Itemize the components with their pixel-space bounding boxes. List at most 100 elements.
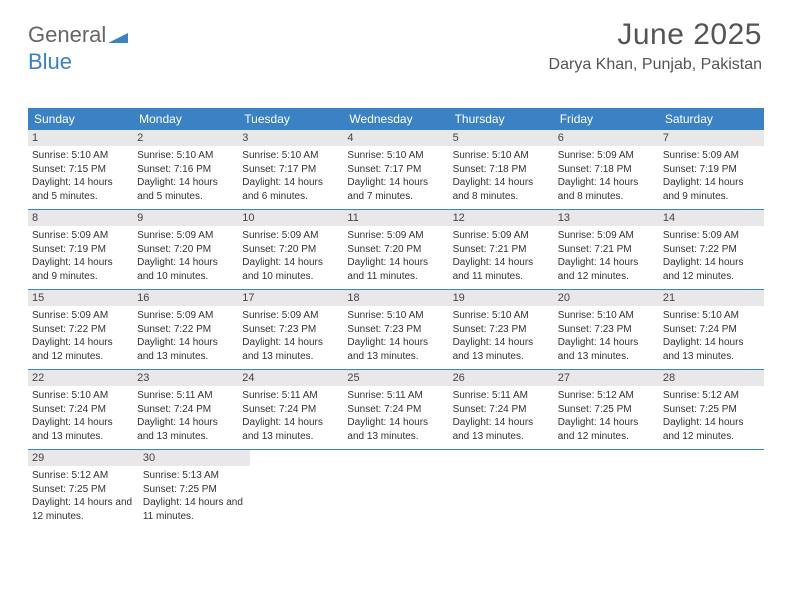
sunrise-line: Sunrise: 5:12 AM <box>663 389 760 403</box>
sunrise-line: Sunrise: 5:10 AM <box>558 309 655 323</box>
sunrise-line: Sunrise: 5:10 AM <box>347 149 444 163</box>
day-cell: 24Sunrise: 5:11 AMSunset: 7:24 PMDayligh… <box>238 370 343 449</box>
day-header-row: SundayMondayTuesdayWednesdayThursdayFrid… <box>28 108 764 130</box>
sunrise-line: Sunrise: 5:10 AM <box>32 389 129 403</box>
sunset-line: Sunset: 7:22 PM <box>137 323 234 337</box>
day-number: 9 <box>133 210 238 226</box>
sunrise-line: Sunrise: 5:10 AM <box>663 309 760 323</box>
day-cell: 4Sunrise: 5:10 AMSunset: 7:17 PMDaylight… <box>343 130 448 209</box>
daylight-line: Daylight: 14 hours and 11 minutes. <box>347 256 444 283</box>
day-number: 11 <box>343 210 448 226</box>
day-number: 29 <box>28 450 139 466</box>
sunrise-line: Sunrise: 5:09 AM <box>32 309 129 323</box>
daylight-line: Daylight: 14 hours and 5 minutes. <box>137 176 234 203</box>
daylight-line: Daylight: 14 hours and 12 minutes. <box>32 496 135 523</box>
day-cell: 3Sunrise: 5:10 AMSunset: 7:17 PMDaylight… <box>238 130 343 209</box>
day-header-monday: Monday <box>133 108 238 130</box>
day-cell: 11Sunrise: 5:09 AMSunset: 7:20 PMDayligh… <box>343 210 448 289</box>
calendar: SundayMondayTuesdayWednesdayThursdayFrid… <box>28 108 764 529</box>
day-cell: 2Sunrise: 5:10 AMSunset: 7:16 PMDaylight… <box>133 130 238 209</box>
day-cell: 13Sunrise: 5:09 AMSunset: 7:21 PMDayligh… <box>554 210 659 289</box>
sunrise-line: Sunrise: 5:10 AM <box>137 149 234 163</box>
day-cell: 12Sunrise: 5:09 AMSunset: 7:21 PMDayligh… <box>449 210 554 289</box>
day-cell: 20Sunrise: 5:10 AMSunset: 7:23 PMDayligh… <box>554 290 659 369</box>
day-number: 10 <box>238 210 343 226</box>
day-cell: 29Sunrise: 5:12 AMSunset: 7:25 PMDayligh… <box>28 450 139 529</box>
sunset-line: Sunset: 7:24 PM <box>453 403 550 417</box>
daylight-line: Daylight: 14 hours and 13 minutes. <box>347 336 444 363</box>
sunset-line: Sunset: 7:25 PM <box>663 403 760 417</box>
sunset-line: Sunset: 7:22 PM <box>32 323 129 337</box>
daylight-line: Daylight: 14 hours and 9 minutes. <box>32 256 129 283</box>
day-cell: 30Sunrise: 5:13 AMSunset: 7:25 PMDayligh… <box>139 450 250 529</box>
daylight-line: Daylight: 14 hours and 10 minutes. <box>242 256 339 283</box>
sunrise-line: Sunrise: 5:09 AM <box>453 229 550 243</box>
sunset-line: Sunset: 7:18 PM <box>453 163 550 177</box>
empty-cell <box>250 450 353 529</box>
sunrise-line: Sunrise: 5:09 AM <box>32 229 129 243</box>
day-cell: 25Sunrise: 5:11 AMSunset: 7:24 PMDayligh… <box>343 370 448 449</box>
sunset-line: Sunset: 7:20 PM <box>137 243 234 257</box>
day-number: 25 <box>343 370 448 386</box>
day-cell: 15Sunrise: 5:09 AMSunset: 7:22 PMDayligh… <box>28 290 133 369</box>
sunrise-line: Sunrise: 5:11 AM <box>242 389 339 403</box>
day-number: 13 <box>554 210 659 226</box>
page-title: June 2025 <box>549 18 762 52</box>
sunrise-line: Sunrise: 5:09 AM <box>558 149 655 163</box>
sunrise-line: Sunrise: 5:09 AM <box>137 309 234 323</box>
day-number: 22 <box>28 370 133 386</box>
daylight-line: Daylight: 14 hours and 9 minutes. <box>663 176 760 203</box>
sunset-line: Sunset: 7:24 PM <box>347 403 444 417</box>
sunset-line: Sunset: 7:15 PM <box>32 163 129 177</box>
day-cell: 7Sunrise: 5:09 AMSunset: 7:19 PMDaylight… <box>659 130 764 209</box>
day-number: 16 <box>133 290 238 306</box>
daylight-line: Daylight: 14 hours and 6 minutes. <box>242 176 339 203</box>
daylight-line: Daylight: 14 hours and 5 minutes. <box>32 176 129 203</box>
day-cell: 1Sunrise: 5:10 AMSunset: 7:15 PMDaylight… <box>28 130 133 209</box>
daylight-line: Daylight: 14 hours and 10 minutes. <box>137 256 234 283</box>
day-cell: 14Sunrise: 5:09 AMSunset: 7:22 PMDayligh… <box>659 210 764 289</box>
day-cell: 23Sunrise: 5:11 AMSunset: 7:24 PMDayligh… <box>133 370 238 449</box>
day-number: 30 <box>139 450 250 466</box>
day-number: 4 <box>343 130 448 146</box>
day-number: 5 <box>449 130 554 146</box>
day-cell: 5Sunrise: 5:10 AMSunset: 7:18 PMDaylight… <box>449 130 554 209</box>
daylight-line: Daylight: 14 hours and 13 minutes. <box>347 416 444 443</box>
day-number: 12 <box>449 210 554 226</box>
daylight-line: Daylight: 14 hours and 13 minutes. <box>453 336 550 363</box>
day-header-friday: Friday <box>554 108 659 130</box>
sunset-line: Sunset: 7:23 PM <box>453 323 550 337</box>
day-header-saturday: Saturday <box>659 108 764 130</box>
day-cell: 21Sunrise: 5:10 AMSunset: 7:24 PMDayligh… <box>659 290 764 369</box>
sunrise-line: Sunrise: 5:10 AM <box>453 149 550 163</box>
day-number: 17 <box>238 290 343 306</box>
day-header-thursday: Thursday <box>449 108 554 130</box>
sunset-line: Sunset: 7:22 PM <box>663 243 760 257</box>
sunrise-line: Sunrise: 5:12 AM <box>558 389 655 403</box>
day-number: 20 <box>554 290 659 306</box>
daylight-line: Daylight: 14 hours and 7 minutes. <box>347 176 444 203</box>
day-header-wednesday: Wednesday <box>343 108 448 130</box>
daylight-line: Daylight: 14 hours and 12 minutes. <box>558 416 655 443</box>
sunset-line: Sunset: 7:24 PM <box>32 403 129 417</box>
daylight-line: Daylight: 14 hours and 12 minutes. <box>32 336 129 363</box>
sunrise-line: Sunrise: 5:09 AM <box>242 309 339 323</box>
day-cell: 17Sunrise: 5:09 AMSunset: 7:23 PMDayligh… <box>238 290 343 369</box>
empty-cell <box>558 450 661 529</box>
sunset-line: Sunset: 7:20 PM <box>347 243 444 257</box>
sunset-line: Sunset: 7:16 PM <box>137 163 234 177</box>
logo: General Blue <box>28 22 128 75</box>
sunrise-line: Sunrise: 5:09 AM <box>663 229 760 243</box>
day-cell: 10Sunrise: 5:09 AMSunset: 7:20 PMDayligh… <box>238 210 343 289</box>
day-number: 28 <box>659 370 764 386</box>
sunrise-line: Sunrise: 5:13 AM <box>143 469 246 483</box>
daylight-line: Daylight: 14 hours and 13 minutes. <box>453 416 550 443</box>
week-row: 8Sunrise: 5:09 AMSunset: 7:19 PMDaylight… <box>28 210 764 290</box>
sunset-line: Sunset: 7:25 PM <box>143 483 246 497</box>
day-number: 23 <box>133 370 238 386</box>
sunrise-line: Sunrise: 5:12 AM <box>32 469 135 483</box>
day-cell: 27Sunrise: 5:12 AMSunset: 7:25 PMDayligh… <box>554 370 659 449</box>
daylight-line: Daylight: 14 hours and 12 minutes. <box>663 256 760 283</box>
sunrise-line: Sunrise: 5:09 AM <box>558 229 655 243</box>
daylight-line: Daylight: 14 hours and 13 minutes. <box>242 336 339 363</box>
